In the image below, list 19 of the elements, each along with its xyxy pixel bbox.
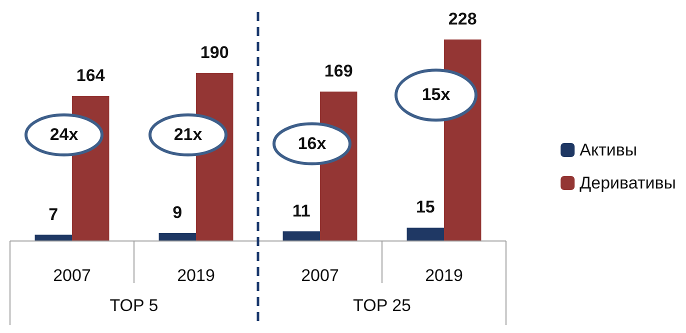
bar <box>158 233 196 241</box>
data-label: 228 <box>448 9 477 28</box>
x-tick-label: 2019 <box>177 266 215 285</box>
text: TOP 25 <box>352 296 412 316</box>
data-label: 169 <box>324 62 353 81</box>
data-label: 164 <box>76 66 106 86</box>
data-label: 190 <box>200 43 229 62</box>
data-label: 11 <box>292 201 310 220</box>
legend-label: Деривативы <box>580 174 676 192</box>
x-tick-label: 2007 <box>301 266 339 285</box>
legend-label: Активы <box>580 140 638 160</box>
data-label: 7 <box>48 204 58 224</box>
data-label: 15 <box>416 198 435 217</box>
x-tick-label: 2007 <box>53 266 91 285</box>
data-label: 9 <box>172 203 182 222</box>
text: TOP 5 <box>108 296 160 316</box>
bar <box>282 231 320 241</box>
x-tick-label: 2019 <box>425 266 463 285</box>
bar <box>406 228 444 241</box>
